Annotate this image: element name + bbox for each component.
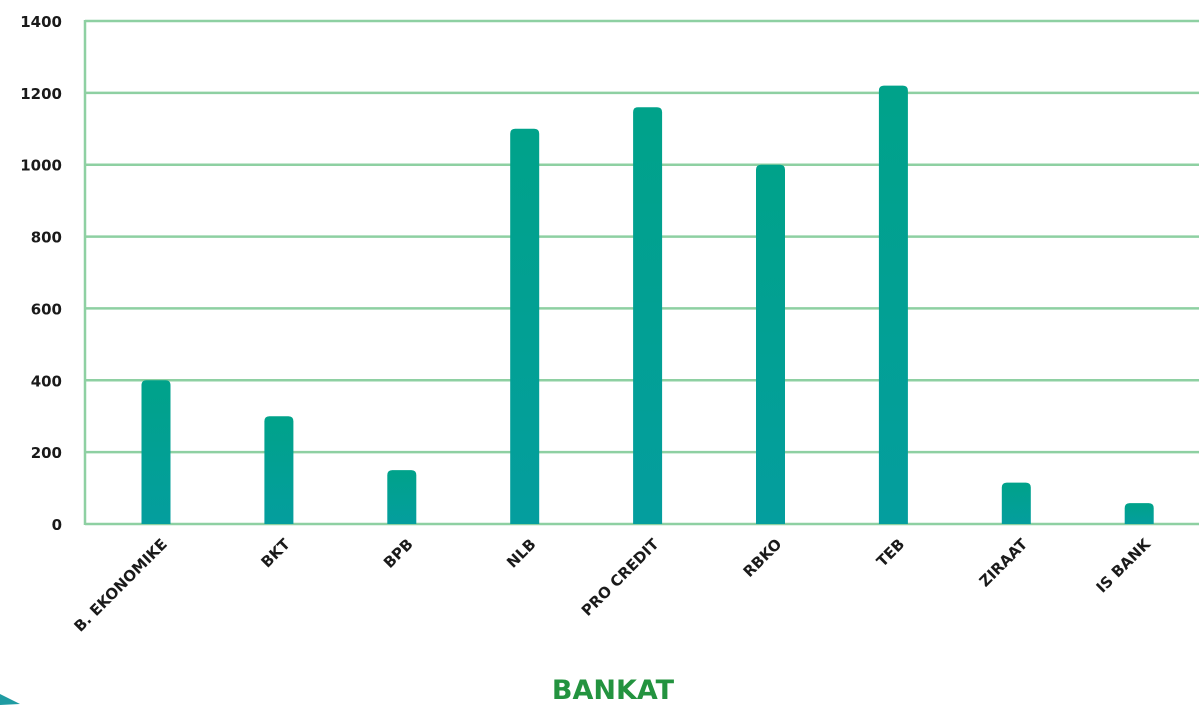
x-tick-label: BPB	[380, 535, 417, 572]
x-tick-label: RBKO	[740, 535, 786, 581]
bar	[633, 107, 663, 524]
bars	[141, 85, 1154, 525]
x-tick-label: PRO CREDIT	[578, 535, 663, 620]
corner-marker-icon	[0, 694, 20, 705]
x-tick-label: ZIRAAT	[976, 535, 1032, 591]
y-tick-label: 200	[31, 444, 62, 462]
x-axis-labels: B. EKONOMIKE BKT BPB NLB PRO CREDIT RBKO TEB ZI…	[70, 534, 1155, 635]
bar	[1001, 482, 1031, 524]
bar	[510, 128, 540, 525]
y-tick-label: 1400	[20, 13, 62, 31]
bar	[264, 416, 294, 524]
y-tick-label: 400	[31, 372, 62, 390]
bar	[878, 85, 908, 525]
y-tick-label: 0	[52, 516, 62, 534]
x-tick-label: IS BANK	[1093, 534, 1155, 596]
y-axis-ticks: 0 200 400 600 800 1000 1200 1400	[20, 13, 62, 534]
y-tick-label: 800	[31, 229, 62, 247]
y-tick-label: 1000	[20, 157, 62, 175]
x-tick-label: BKT	[257, 535, 294, 572]
bar	[141, 380, 171, 524]
y-tick-label: 1200	[20, 85, 62, 103]
x-axis-title: BANKAT	[552, 675, 675, 705]
bar	[1124, 503, 1154, 524]
bar	[387, 470, 417, 524]
x-tick-label: B. EKONOMIKE	[70, 535, 170, 635]
x-tick-label: NLB	[503, 535, 539, 571]
y-tick-label: 600	[31, 300, 62, 318]
bar	[756, 164, 785, 524]
x-tick-label: TEB	[873, 535, 908, 570]
